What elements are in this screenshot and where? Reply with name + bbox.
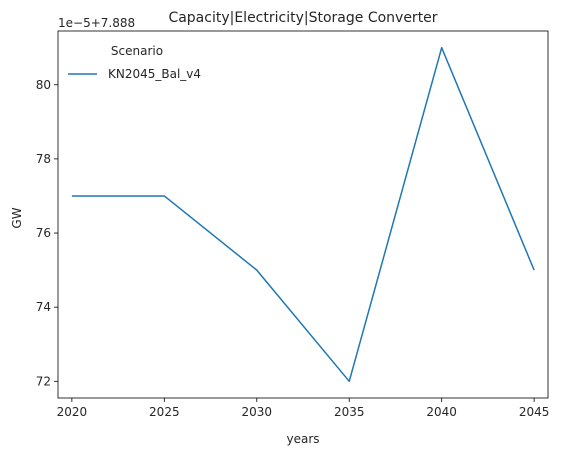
y-axis: 72 74 76 78 80 xyxy=(36,78,58,388)
y-tick-label: 72 xyxy=(36,374,51,388)
x-tick-label: 2025 xyxy=(149,405,180,419)
x-axis: 2020 2025 2030 2035 2040 2045 xyxy=(57,398,550,419)
y-tick-label: 80 xyxy=(36,78,51,92)
legend-item-label: KN2045_Bal_v4 xyxy=(108,67,201,81)
x-tick-label: 2040 xyxy=(426,405,457,419)
legend: Scenario KN2045_Bal_v4 xyxy=(68,44,201,81)
y-axis-offset-label: 1e−5+7.888 xyxy=(58,16,135,30)
y-tick-label: 74 xyxy=(36,300,51,314)
plot-area-frame xyxy=(57,30,549,399)
x-tick-label: 2030 xyxy=(242,405,273,419)
x-tick-label: 2020 xyxy=(57,405,88,419)
x-axis-label: years xyxy=(286,432,319,446)
y-tick-label: 78 xyxy=(36,152,51,166)
y-tick-label: 76 xyxy=(36,226,51,240)
chart-title: Capacity|Electricity|Storage Converter xyxy=(168,10,437,26)
series-layer xyxy=(71,46,535,383)
x-tick-label: 2045 xyxy=(519,405,550,419)
legend-title: Scenario xyxy=(111,44,163,58)
series-line-0 xyxy=(71,46,535,383)
y-axis-label: GW xyxy=(10,207,24,228)
x-tick-label: 2035 xyxy=(334,405,365,419)
